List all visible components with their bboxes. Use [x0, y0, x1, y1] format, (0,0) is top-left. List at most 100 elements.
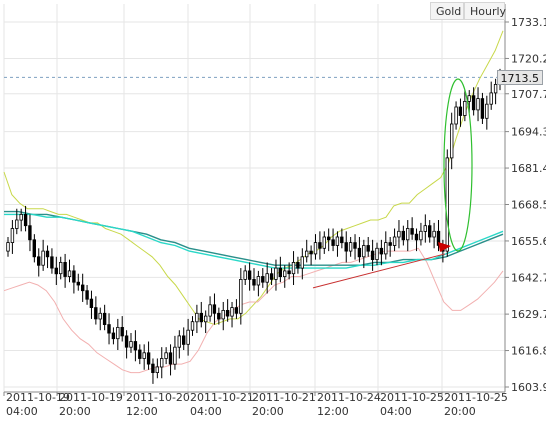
candle-body	[419, 230, 423, 241]
candle-body	[15, 219, 19, 229]
candle-body	[177, 335, 181, 348]
candle-body	[168, 352, 173, 365]
y-tick-label: 1707.7	[511, 88, 546, 101]
candle-body	[190, 321, 195, 331]
y-tick-label: 1629.7	[511, 308, 546, 321]
candle-body	[159, 358, 164, 368]
candle-body	[274, 267, 278, 280]
candle-body	[203, 315, 208, 323]
candle-body	[221, 309, 225, 320]
candle-body	[384, 242, 388, 255]
candle-body	[410, 228, 414, 235]
y-tick-label: 1694.3	[511, 126, 546, 139]
y-tick-label: 1720.2	[511, 52, 546, 65]
x-tick-date: 2011-10-25	[444, 391, 508, 404]
x-tick-time: 04:00	[380, 405, 412, 418]
candle-body	[67, 270, 72, 277]
x-tick-date: 2011-10-19	[59, 391, 123, 404]
candle-body	[142, 352, 146, 359]
candlesticks	[6, 68, 502, 384]
x-tick-time: 12:00	[126, 405, 158, 418]
candle-body	[304, 250, 309, 258]
candle-body	[340, 236, 344, 244]
candle-body	[300, 256, 304, 269]
candle-body	[76, 281, 80, 286]
axes: 1733.1 1720.2 1707.7 1694.3 1681.4 1668.5 1655…	[3, 4, 546, 418]
candle-body	[476, 98, 480, 111]
candle-body	[414, 233, 419, 241]
y-tick-label: 1655.6	[511, 235, 546, 248]
breakout-ellipse	[443, 78, 473, 252]
y-tick-label: 1616.8	[511, 345, 546, 358]
candle-body	[375, 247, 379, 261]
current-price-label: 1713.5	[496, 70, 543, 85]
candle-body	[348, 242, 353, 252]
annotations	[312, 78, 473, 289]
x-tick-time: 12:00	[317, 405, 349, 418]
candle-body	[247, 270, 252, 280]
candle-body	[19, 213, 23, 221]
candle-body	[344, 242, 348, 252]
candle-body	[467, 95, 471, 102]
candle-body	[133, 341, 138, 351]
candle-body	[436, 230, 441, 246]
candle-body	[427, 225, 432, 238]
y-tick-label: 1642.7	[511, 271, 546, 284]
candle-body	[37, 256, 41, 266]
candle-body	[357, 247, 362, 258]
candle-body	[181, 335, 186, 345]
moving-average-cyan	[4, 213, 504, 269]
candle-body	[458, 106, 463, 116]
candle-body	[322, 236, 326, 249]
candle-body	[256, 276, 261, 286]
candle-body	[485, 103, 489, 119]
candle-body	[138, 349, 142, 359]
candle-body	[471, 95, 476, 111]
candle-body	[296, 261, 300, 269]
x-tick-date: 2011-10-25	[380, 391, 444, 404]
candle-body	[102, 312, 107, 325]
x-tick-date: 2011-10-21	[252, 391, 316, 404]
candle-body	[318, 242, 322, 249]
candle-body	[454, 106, 458, 125]
candle-body	[313, 242, 318, 255]
candle-body	[493, 84, 498, 94]
candle-body	[89, 298, 94, 309]
candle-body	[405, 228, 410, 241]
candle-body	[120, 326, 124, 337]
candle-body	[208, 304, 212, 317]
candle-body	[282, 270, 287, 277]
candle-body	[225, 309, 230, 317]
candle-body	[445, 157, 449, 252]
y-tick-label: 1668.5	[511, 199, 546, 212]
candle-body	[23, 213, 28, 227]
x-tick-time: 04:00	[190, 405, 222, 418]
candle-body	[331, 239, 335, 246]
candle-body	[370, 250, 375, 261]
moving-average-teal	[4, 210, 504, 266]
candle-body	[41, 250, 45, 266]
y-tick-label: 1733.1	[511, 16, 546, 29]
candle-body	[98, 312, 102, 320]
candle-body	[81, 284, 85, 292]
candle-body	[72, 270, 76, 283]
candle-body	[291, 261, 296, 275]
x-tick-time: 04:00	[6, 405, 38, 418]
candle-body	[85, 290, 89, 300]
candle-body	[239, 278, 243, 314]
candle-body	[10, 228, 15, 244]
candle-body	[199, 312, 203, 323]
x-tick-date: 2011-10-24	[317, 391, 381, 404]
candle-body	[94, 307, 98, 320]
x-tick-time: 20:00	[252, 405, 284, 418]
x-tick-date: 2011-10-21	[190, 391, 254, 404]
candle-body	[252, 278, 256, 286]
candle-body	[234, 307, 239, 314]
candle-body	[173, 346, 177, 365]
candle-body	[50, 256, 54, 269]
timeframe-tab[interactable]: Hourly	[464, 2, 506, 20]
symbol-tab[interactable]: Gold	[430, 2, 464, 20]
candle-body	[111, 332, 116, 340]
candle-body	[463, 101, 467, 116]
